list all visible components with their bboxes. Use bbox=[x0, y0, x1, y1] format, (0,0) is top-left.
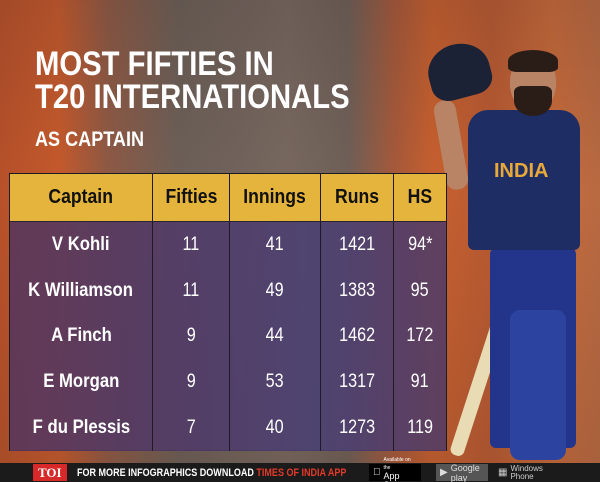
table-row: E Morgan 9 53 1317 91 bbox=[10, 359, 446, 406]
page-title: MOST FIFTIES IN T20 INTERNATIONALS bbox=[35, 45, 350, 116]
cell-runs: 1317 bbox=[321, 359, 394, 406]
player-photo: INDIA bbox=[410, 20, 600, 465]
fifties-value: 9 bbox=[186, 371, 196, 393]
header-cell-fifties: Fifties bbox=[153, 174, 230, 221]
cell-runs: 1462 bbox=[321, 313, 394, 360]
player-beard bbox=[514, 86, 552, 116]
innings-value: 44 bbox=[266, 325, 284, 347]
cell-innings: 53 bbox=[230, 359, 321, 406]
fifties-value: 11 bbox=[182, 279, 200, 301]
captain-name: F du Plessis bbox=[32, 417, 130, 439]
windows-phone-badge[interactable]: ▦ Windows Phone bbox=[494, 463, 543, 481]
hs-value: 94* bbox=[407, 233, 433, 255]
innings-value: 41 bbox=[266, 233, 284, 255]
windows-label: Windows Phone bbox=[510, 463, 543, 481]
header-label: Fifties bbox=[165, 186, 217, 208]
table-row: K Williamson 11 49 1383 95 bbox=[10, 267, 446, 314]
fifties-value: 11 bbox=[182, 233, 200, 255]
title-line-1: MOST FIFTIES IN bbox=[35, 45, 274, 83]
title-line-2: T20 INTERNATIONALS bbox=[35, 78, 350, 116]
runs-value: 1273 bbox=[339, 417, 375, 439]
runs-value: 1421 bbox=[339, 233, 375, 255]
cell-innings: 41 bbox=[230, 222, 321, 268]
cell-captain: A Finch bbox=[10, 313, 153, 360]
google-play-text: Google play bbox=[450, 462, 480, 482]
header-label: HS bbox=[407, 186, 433, 208]
apple-icon:  bbox=[373, 467, 381, 478]
innings-value: 49 bbox=[266, 279, 284, 301]
innings-value: 40 bbox=[266, 417, 284, 439]
cell-runs: 1383 bbox=[321, 267, 394, 314]
cell-captain: E Morgan bbox=[10, 359, 153, 406]
cell-fifties: 9 bbox=[153, 313, 230, 360]
cell-hs: 172 bbox=[394, 314, 446, 360]
toi-logo[interactable]: TOI bbox=[33, 464, 67, 481]
batting-pad bbox=[510, 310, 566, 460]
jersey-text: INDIA bbox=[494, 160, 549, 182]
cell-fifties: 11 bbox=[153, 267, 230, 314]
captain-name: K Williamson bbox=[28, 279, 134, 301]
header-cell-hs: HS bbox=[394, 174, 446, 221]
header-cell-captain: Captain bbox=[10, 174, 153, 221]
hs-value: 91 bbox=[411, 371, 429, 393]
fifties-value: 7 bbox=[186, 417, 196, 439]
header-cell-innings: Innings bbox=[230, 174, 321, 221]
hs-value: 119 bbox=[407, 417, 433, 439]
cell-runs: 1421 bbox=[321, 222, 394, 268]
captain-name: A Finch bbox=[50, 325, 112, 347]
cell-fifties: 7 bbox=[153, 405, 230, 451]
helmet bbox=[422, 36, 496, 106]
header-label: Captain bbox=[48, 186, 114, 208]
cell-hs: 94* bbox=[394, 222, 446, 268]
footer-promo-text: FOR MORE INFOGRAPHICS DOWNLOAD TIMES OF … bbox=[77, 467, 346, 479]
footer-bar: TOI FOR MORE INFOGRAPHICS DOWNLOAD TIMES… bbox=[0, 457, 600, 482]
cell-innings: 44 bbox=[230, 313, 321, 360]
cell-innings: 40 bbox=[230, 405, 321, 451]
windows-line-1: Windows bbox=[510, 463, 543, 473]
cell-captain: V Kohli bbox=[10, 222, 153, 268]
header-cell-runs: Runs bbox=[321, 174, 394, 221]
promo-text-white: FOR MORE INFOGRAPHICS DOWNLOAD bbox=[76, 466, 257, 479]
header-label: Innings bbox=[243, 186, 307, 208]
app-store-small-text: Available on the bbox=[376, 457, 412, 471]
hs-value: 172 bbox=[406, 325, 434, 347]
cell-hs: 95 bbox=[394, 268, 446, 314]
cell-captain: K Williamson bbox=[10, 267, 153, 314]
table-row: A Finch 9 44 1462 172 bbox=[10, 313, 446, 360]
runs-value: 1462 bbox=[339, 325, 375, 347]
google-play-badge[interactable]: ▶ Google play bbox=[436, 462, 488, 482]
header-label: Runs bbox=[335, 186, 379, 208]
table-header: Captain Fifties Innings Runs HS bbox=[10, 174, 446, 222]
captain-name: V Kohli bbox=[52, 233, 110, 255]
captain-name: E Morgan bbox=[42, 371, 120, 393]
cell-hs: 91 bbox=[394, 359, 446, 405]
cell-fifties: 9 bbox=[153, 359, 230, 406]
cell-innings: 49 bbox=[230, 267, 321, 314]
table-row: V Kohli 11 41 1421 94* bbox=[10, 222, 446, 268]
promo-text-red: TIMES OF INDIA APP bbox=[256, 466, 347, 479]
player-hair bbox=[508, 50, 558, 72]
fifties-value: 9 bbox=[186, 325, 196, 347]
innings-value: 53 bbox=[266, 371, 284, 393]
stats-table: Captain Fifties Innings Runs HS V Kohli … bbox=[9, 173, 447, 451]
player-jersey bbox=[468, 110, 580, 250]
table-body: V Kohli 11 41 1421 94* K Williamson 11 4… bbox=[10, 222, 446, 451]
app-store-big-text: App Store bbox=[376, 471, 417, 482]
cell-captain: F du Plessis bbox=[10, 405, 153, 451]
cell-runs: 1273 bbox=[321, 405, 394, 451]
cell-fifties: 11 bbox=[153, 222, 230, 268]
windows-icon: ▦ bbox=[498, 467, 508, 478]
runs-value: 1383 bbox=[339, 279, 375, 301]
runs-value: 1317 bbox=[339, 371, 375, 393]
table-row: F du Plessis 7 40 1273 119 bbox=[10, 405, 446, 451]
app-store-badge[interactable]:  Available on the App Store bbox=[369, 457, 421, 482]
windows-line-2: Phone bbox=[510, 471, 534, 481]
play-icon: ▶ bbox=[440, 467, 448, 478]
hs-value: 95 bbox=[411, 279, 429, 301]
cell-hs: 119 bbox=[394, 405, 446, 451]
app-store-label: Available on the App Store bbox=[384, 456, 418, 482]
subtitle: AS CAPTAIN bbox=[35, 128, 145, 151]
